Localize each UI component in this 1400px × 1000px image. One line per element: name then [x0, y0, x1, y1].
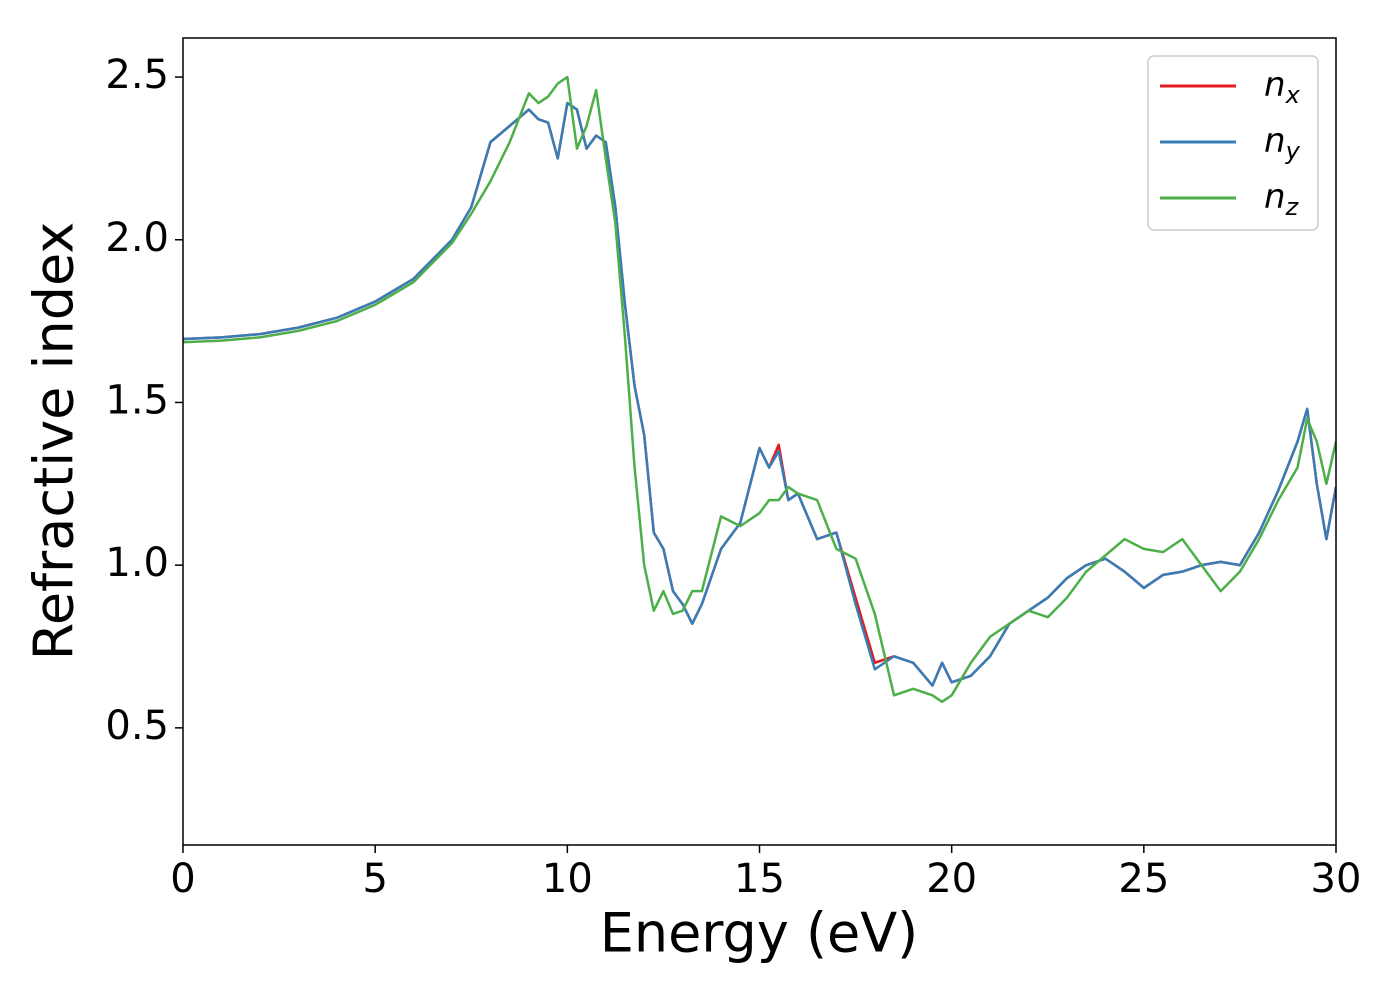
- x-tick-label: 10: [542, 856, 593, 902]
- y-tick-label: 2.0: [105, 215, 169, 261]
- x-tick-label: 20: [926, 856, 977, 902]
- x-tick-label: 25: [1118, 856, 1169, 902]
- x-tick-label: 0: [170, 856, 195, 902]
- legend-label: nx: [1264, 65, 1301, 110]
- plot-frame: [182, 37, 1337, 846]
- series-line: [183, 75, 1336, 704]
- x-tick-label: 5: [362, 856, 387, 902]
- x-tick-label: 15: [734, 856, 785, 902]
- x-axis-label: Energy (eV): [600, 902, 919, 965]
- y-tick-label: 1.0: [105, 540, 169, 586]
- legend-label: nz: [1264, 177, 1300, 222]
- y-tick-label: 0.5: [105, 703, 169, 749]
- y-tick-label: 2.5: [105, 52, 169, 98]
- y-tick-label: 1.5: [105, 377, 169, 423]
- x-tick-label: 30: [1311, 856, 1362, 902]
- series-line: [183, 101, 1336, 687]
- y-axis-label: Refractive index: [23, 222, 86, 661]
- legend-label: ny: [1264, 121, 1301, 166]
